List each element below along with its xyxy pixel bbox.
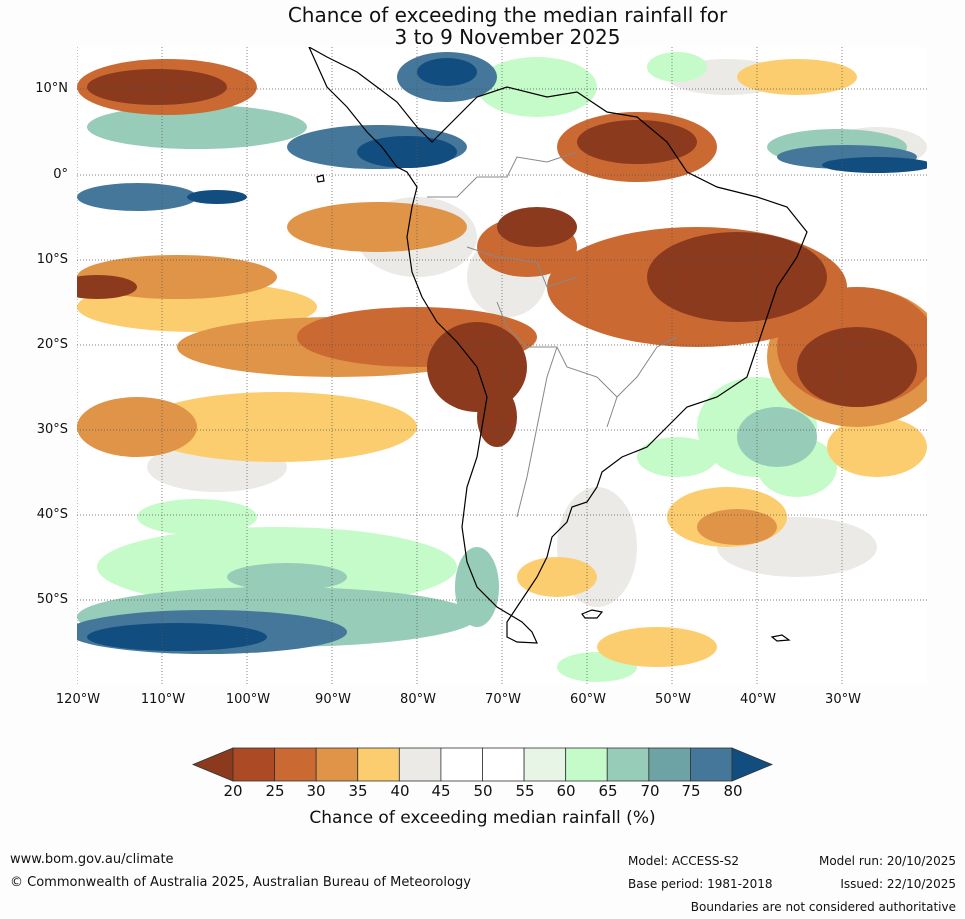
colorbar-tick: 45	[431, 782, 451, 800]
colorbar-segment	[690, 747, 733, 782]
footer-model: Model: ACCESS-S2	[628, 854, 740, 868]
lat-label-10n: 10°N	[35, 81, 68, 96]
lon-label-40w: 40°W	[740, 692, 776, 707]
colorbar-arrow-low	[191, 747, 234, 782]
map-title-line1: Chance of exceeding the median rainfall …	[287, 3, 728, 27]
lon-label-60w: 60°W	[570, 692, 606, 707]
colorbar-segment	[232, 747, 275, 782]
colorbar-segment	[565, 747, 608, 782]
south-america-coastline	[308, 47, 808, 644]
lon-label-30w: 30°W	[825, 692, 861, 707]
lon-label-80w: 80°W	[400, 692, 436, 707]
colorbar-tick: 50	[473, 782, 493, 800]
colorbar-tick: 20	[223, 782, 243, 800]
map-title-line2: 3 to 9 November 2025	[394, 25, 621, 49]
colorbar-tick: 25	[265, 782, 285, 800]
colorbar-arrow-high	[731, 747, 774, 782]
colorbar-tick: 65	[598, 782, 618, 800]
lon-label-90w: 90°W	[315, 692, 351, 707]
footer-website: www.bom.gov.au/climate	[10, 852, 174, 867]
lat-label-50s: 50°S	[36, 592, 68, 607]
lat-label-40s: 40°S	[36, 507, 68, 522]
colorbar-segment	[274, 747, 317, 782]
rainfall-map	[77, 47, 927, 685]
colorbar-tick: 75	[681, 782, 701, 800]
colorbar-tick: 40	[390, 782, 410, 800]
lat-label-30s: 30°S	[36, 422, 68, 437]
footer-copyright: © Commonwealth of Australia 2025, Austra…	[10, 875, 471, 890]
colorbar-tick: 80	[723, 782, 743, 800]
colorbar-tick: 70	[640, 782, 660, 800]
lon-label-120w: 120°W	[55, 692, 101, 707]
lon-label-70w: 70°W	[485, 692, 521, 707]
lon-label-100w: 100°W	[225, 692, 271, 707]
colorbar-tick: 30	[306, 782, 326, 800]
map-graticule	[77, 47, 927, 685]
colorbar-tick: 60	[556, 782, 576, 800]
rainfall-map-canvas	[77, 47, 927, 685]
colorbar	[191, 747, 774, 782]
colorbar-segment	[315, 747, 359, 782]
footer-model-run: Model run: 20/10/2025	[818, 854, 956, 868]
footer-base-period: Base period: 1981-2018	[628, 877, 773, 891]
colorbar-segment	[648, 747, 691, 782]
colorbar-tick: 35	[348, 782, 368, 800]
colorbar-segments	[191, 747, 774, 782]
colorbar-segment	[482, 747, 525, 782]
islands	[316, 174, 791, 642]
colorbar-segment	[398, 747, 442, 782]
wet-areas-very-strong	[87, 58, 927, 651]
colorbar-segment	[523, 747, 567, 782]
lat-label-20s: 20°S	[36, 337, 68, 352]
footer-disclaimer: Boundaries are not considered authoritat…	[690, 900, 956, 914]
colorbar-segment	[606, 747, 650, 782]
colorbar-tick: 55	[515, 782, 535, 800]
lat-label-10s: 10°S	[36, 252, 68, 267]
footer-issued: Issued: 22/10/2025	[840, 877, 956, 891]
lon-label-50w: 50°W	[655, 692, 691, 707]
lat-label-0: 0°	[53, 167, 68, 182]
map-title: Chance of exceeding the median rainfall …	[0, 4, 965, 48]
colorbar-segment	[357, 747, 400, 782]
colorbar-title: Chance of exceeding median rainfall (%)	[309, 808, 656, 828]
country-boundaries	[427, 151, 678, 518]
lon-label-110w: 110°W	[140, 692, 186, 707]
colorbar-segment	[440, 747, 483, 782]
